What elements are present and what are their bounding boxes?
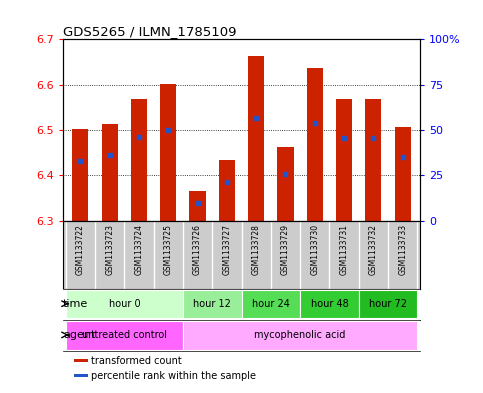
Bar: [395, 127, 411, 221]
Bar: [160, 84, 176, 221]
Text: mycophenolic acid: mycophenolic acid: [255, 330, 346, 340]
Bar: [365, 99, 382, 221]
Bar: [336, 99, 352, 221]
Text: hour 0: hour 0: [109, 299, 140, 309]
Bar: [359, 290, 417, 318]
Bar: [66, 321, 183, 349]
Bar: [277, 147, 294, 221]
Bar: [242, 290, 300, 318]
Bar: [183, 321, 417, 349]
Bar: [73, 374, 88, 377]
Text: GSM1133723: GSM1133723: [105, 224, 114, 275]
Text: GSM1133731: GSM1133731: [340, 224, 349, 275]
Text: transformed count: transformed count: [91, 356, 182, 365]
Text: untreated control: untreated control: [82, 330, 167, 340]
Bar: [131, 99, 147, 221]
Text: GSM1133727: GSM1133727: [222, 224, 231, 275]
Text: GSM1133726: GSM1133726: [193, 224, 202, 275]
Text: hour 72: hour 72: [369, 299, 407, 309]
Bar: [72, 129, 88, 221]
Bar: [183, 290, 242, 318]
Bar: [66, 290, 183, 318]
Bar: [300, 290, 359, 318]
Text: GSM1133733: GSM1133733: [398, 224, 407, 275]
Bar: [219, 160, 235, 221]
Bar: [101, 124, 118, 221]
Bar: [248, 56, 264, 221]
Text: GSM1133732: GSM1133732: [369, 224, 378, 275]
Text: time: time: [63, 299, 88, 309]
Text: percentile rank within the sample: percentile rank within the sample: [91, 371, 256, 380]
Text: GSM1133722: GSM1133722: [76, 224, 85, 275]
Text: agent: agent: [63, 330, 96, 340]
Bar: [307, 68, 323, 221]
Text: GSM1133725: GSM1133725: [164, 224, 173, 275]
Text: GSM1133729: GSM1133729: [281, 224, 290, 275]
Bar: [73, 359, 88, 362]
Bar: [189, 191, 206, 221]
Text: hour 48: hour 48: [311, 299, 348, 309]
Text: GSM1133728: GSM1133728: [252, 224, 261, 275]
Text: GDS5265 / ILMN_1785109: GDS5265 / ILMN_1785109: [63, 25, 236, 38]
Text: GSM1133724: GSM1133724: [134, 224, 143, 275]
Text: GSM1133730: GSM1133730: [310, 224, 319, 275]
Text: hour 12: hour 12: [193, 299, 231, 309]
Text: hour 24: hour 24: [252, 299, 290, 309]
